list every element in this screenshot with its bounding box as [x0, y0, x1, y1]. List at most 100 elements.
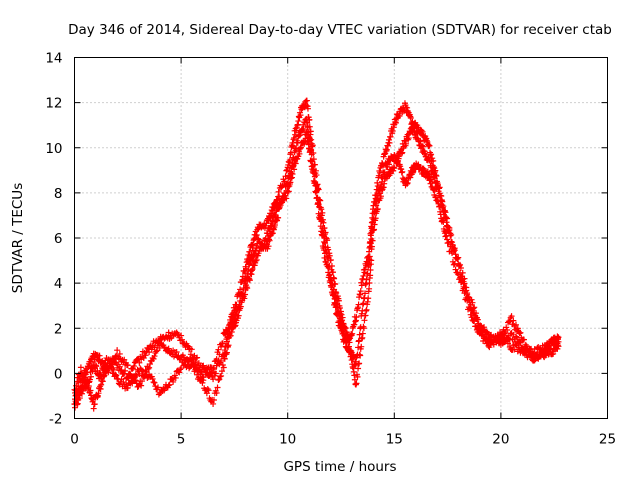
data-point: [361, 290, 368, 297]
data-point: [166, 381, 173, 388]
data-point: [334, 312, 341, 319]
data-point: [448, 238, 455, 245]
data-point: [210, 376, 217, 383]
data-point: [177, 366, 184, 373]
data-point: [264, 233, 271, 240]
y-tick-label: 4: [54, 276, 63, 292]
data-point: [518, 344, 525, 351]
y-tick-label: 8: [54, 186, 63, 202]
data-point: [330, 291, 337, 298]
data-point: [139, 378, 146, 385]
data-point: [451, 245, 458, 252]
data-point: [374, 196, 381, 203]
data-point: [116, 363, 123, 370]
data-point: [210, 397, 217, 404]
data-point: [493, 336, 500, 343]
data-point: [387, 133, 394, 140]
data-point: [72, 404, 79, 411]
data-point: [429, 155, 436, 162]
data-point: [399, 168, 406, 175]
data-point: [174, 330, 181, 337]
data-point: [453, 254, 460, 261]
data-point: [124, 362, 131, 369]
data-point: [372, 207, 379, 214]
data-point: [489, 338, 496, 345]
data-point: [316, 204, 323, 211]
data-point: [336, 318, 343, 325]
data-point: [358, 343, 365, 350]
data-point: [172, 374, 179, 381]
data-point: [354, 373, 361, 380]
data-point: [315, 200, 322, 207]
data-point: [454, 256, 461, 263]
data-point: [531, 357, 538, 364]
data-point: [374, 183, 381, 190]
data-point: [165, 329, 172, 336]
data-point: [463, 294, 470, 301]
data-point: [263, 238, 270, 245]
data-point: [504, 327, 511, 334]
data-point: [285, 188, 292, 195]
data-point: [283, 167, 290, 174]
data-point: [350, 353, 357, 360]
data-point: [304, 105, 311, 112]
data-point: [481, 328, 488, 335]
data-point: [461, 290, 468, 297]
data-point: [91, 401, 98, 408]
data-point: [151, 344, 158, 351]
data-point: [131, 377, 138, 384]
data-point: [349, 330, 356, 337]
data-point: [131, 363, 138, 370]
data-point: [356, 337, 363, 344]
data-point: [213, 390, 220, 397]
data-point: [112, 371, 119, 378]
x-tick-label: 15: [386, 432, 403, 448]
data-point: [138, 382, 145, 389]
data-point: [471, 309, 478, 316]
data-point: [311, 173, 318, 180]
data-point: [269, 218, 276, 225]
data-point: [379, 175, 386, 182]
data-point: [310, 169, 317, 176]
data-point: [464, 297, 471, 304]
data-point: [183, 364, 190, 371]
data-point: [144, 375, 151, 382]
data-point: [216, 376, 223, 383]
data-point: [354, 351, 361, 358]
data-point: [219, 340, 226, 347]
data-point: [311, 178, 318, 185]
data-point: [312, 189, 319, 196]
data-point: [283, 195, 290, 202]
data-point: [178, 336, 185, 343]
data-point: [202, 371, 209, 378]
data-point: [96, 352, 103, 359]
x-tick-label: 20: [492, 432, 509, 448]
data-point: [442, 209, 449, 216]
y-tick-label: 6: [54, 231, 63, 247]
data-point: [151, 353, 158, 360]
data-point: [322, 250, 329, 257]
y-tick-label: 12: [45, 96, 62, 112]
data-point: [292, 160, 299, 167]
x-tick-label: 25: [599, 432, 616, 448]
data-point: [116, 350, 123, 357]
data-point: [500, 332, 507, 339]
data-point: [252, 257, 259, 264]
data-point: [332, 304, 339, 311]
data-point: [555, 343, 562, 350]
data-point: [121, 370, 128, 377]
data-point: [246, 277, 253, 284]
data-point: [184, 342, 191, 349]
data-point: [76, 395, 83, 402]
data-point: [403, 140, 410, 147]
data-point: [478, 331, 485, 338]
data-point: [364, 270, 371, 277]
data-point: [200, 362, 207, 369]
data-point: [385, 161, 392, 168]
data-point: [216, 351, 223, 358]
data-point: [407, 174, 414, 181]
data-point: [386, 139, 393, 146]
data-point: [205, 387, 212, 394]
data-point: [188, 346, 195, 353]
data-point: [111, 356, 118, 363]
